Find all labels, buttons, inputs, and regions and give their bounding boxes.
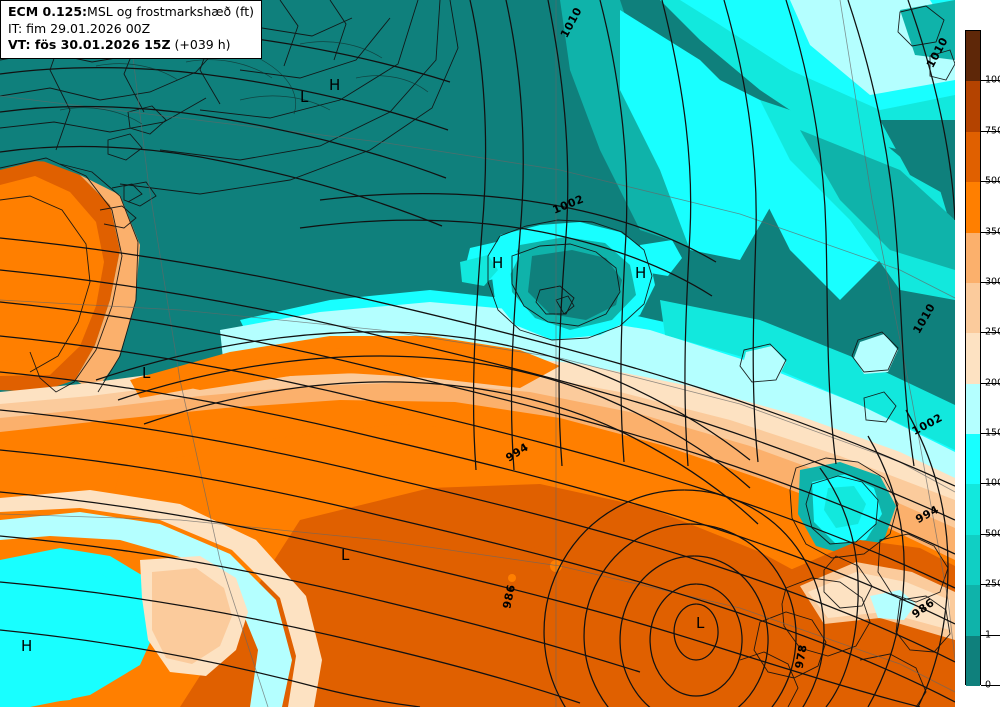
colorbar-tick [981, 231, 1000, 233]
field-label: MSL og frostmarkshæð (ft) [87, 4, 254, 19]
init-time-label: IT: fim 29.01.2026 00Z [8, 20, 151, 36]
colorbar-tick-label: 2500 [985, 326, 1000, 338]
colorbar-tick [981, 433, 1000, 435]
colorbar-tick-label: 1 [985, 629, 992, 641]
colorbar-segment [966, 31, 980, 82]
colorbar-tick [981, 382, 1000, 384]
colorbar-tick-label: 2000 [985, 377, 1000, 389]
model-label: ECM 0.125: [8, 4, 88, 19]
colorbar-tick [981, 80, 1000, 82]
colorbar-segment [966, 534, 980, 586]
colorbar-panel: 0 1 250 500 1000 1500 2000 2500 3000 3500 5000 7500… [955, 0, 1000, 707]
colorbar-segment [966, 333, 980, 384]
colorbar-segment [966, 434, 980, 485]
colorbar-tick-label: 500 [985, 528, 1000, 540]
colorbar-tick [981, 332, 1000, 334]
colorbar-tick [981, 281, 1000, 283]
colorbar-tick-label: 1000 [985, 477, 1000, 489]
colorbar-segment [966, 131, 980, 183]
colorbar-segment [966, 182, 980, 233]
colorbar-tick-label: 250 [985, 578, 1000, 590]
colorbar-tick-label: 3000 [985, 276, 1000, 288]
colorbar-tick [981, 634, 1000, 636]
colorbar-tick-label: 0 [985, 679, 992, 691]
map-canvas[interactable]: L H L H H L H L 1010 1010 1002 1010 1002… [0, 0, 955, 707]
colorbar-tick-label: 10000 [985, 74, 1000, 86]
colorbar-segment [966, 635, 980, 686]
colorbar-segment [966, 585, 980, 636]
colorbar-tick-label: 3500 [985, 226, 1000, 238]
colorbar-tick [981, 685, 1000, 686]
colorbar [965, 30, 981, 686]
colorbar-tick [981, 483, 1000, 485]
colorbar-tick [981, 181, 1000, 183]
colorbar-tick-label: 7500 [985, 125, 1000, 137]
colorbar-tick [981, 130, 1000, 132]
title-line-valid: VT: fös 30.01.2026 15Z (+039 h) [8, 37, 254, 54]
colorbar-tick-label: 1500 [985, 427, 1000, 439]
map-graphic [0, 0, 955, 707]
chart-title-box: ECM 0.125:MSL og frostmarkshæð (ft) IT: … [0, 0, 262, 59]
colorbar-segment [966, 232, 980, 283]
colorbar-tick [981, 533, 1000, 535]
colorbar-segment [966, 81, 980, 132]
title-line-model: ECM 0.125:MSL og frostmarkshæð (ft) [8, 4, 254, 21]
colorbar-segment [966, 282, 980, 334]
colorbar-tick [981, 584, 1000, 586]
forecast-hour-label: (+039 h) [170, 37, 231, 53]
colorbar-tick-label: 5000 [985, 175, 1000, 187]
colorbar-segment [966, 383, 980, 435]
colorbar-segment [966, 484, 980, 535]
valid-time-label: VT: fös 30.01.2026 15Z [8, 37, 171, 53]
